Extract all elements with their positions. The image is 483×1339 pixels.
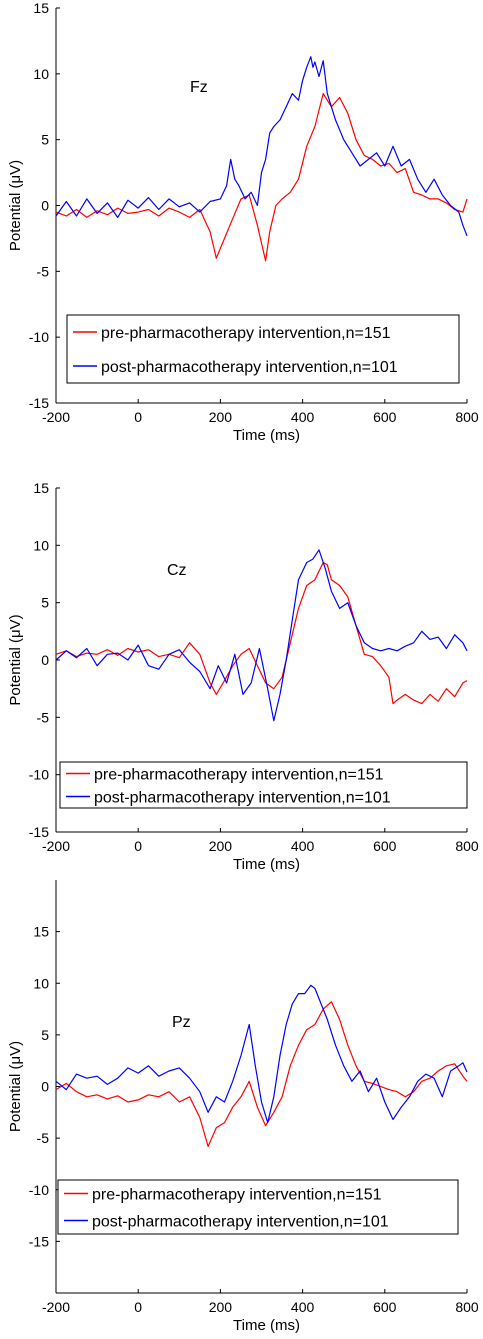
x-tick-label: 800 [455, 1299, 479, 1315]
series-line-post [55, 984, 468, 1124]
x-axis-label: Time (ms) [233, 1317, 300, 1334]
y-tick-label: -5 [37, 263, 50, 279]
x-tick-label: -200 [42, 838, 70, 854]
y-tick-label: -15 [29, 1233, 49, 1249]
legend-entry: pre-pharmacotherapy intervention,n=151 [94, 767, 384, 784]
y-tick-label: 0 [41, 652, 49, 668]
y-axis-label: Potential (μV) [7, 1041, 24, 1132]
series-line-pre [55, 561, 468, 705]
legend-box [57, 1179, 459, 1235]
legend: pre-pharmacotherapy intervention,n=151 po… [57, 1179, 459, 1235]
x-tick-label: 800 [455, 409, 479, 425]
x-tick-label: 400 [291, 409, 315, 425]
panel-fz: -15 -10 -5 0 5 10 15 -200 0 200 400 600 800 Time (ms)… [7, 0, 479, 444]
series-line-pre [55, 1001, 468, 1148]
y-tick-label: 10 [33, 975, 49, 991]
legend-entry: post-pharmacotherapy intervention,n=101 [92, 1214, 389, 1231]
y-tick-label: 10 [33, 537, 49, 553]
y-tick-label: 5 [41, 1027, 49, 1043]
y-tick-label: -15 [29, 395, 49, 411]
x-tick-label: 200 [209, 409, 233, 425]
series-line-post [55, 549, 468, 722]
series-line-post [55, 56, 468, 237]
legend-entry: pre-pharmacotherapy intervention,n=151 [101, 325, 391, 342]
y-tick-label: 5 [41, 595, 49, 611]
x-tick-label: -200 [42, 409, 70, 425]
channel-label: Fz [190, 79, 208, 96]
x-tick-label: 600 [373, 1299, 397, 1315]
y-tick-label: -5 [37, 1130, 50, 1146]
legend-entry: post-pharmacotherapy intervention,n=101 [101, 359, 398, 376]
x-tick-label: 0 [134, 409, 142, 425]
y-tick-label: 10 [33, 66, 49, 82]
y-tick-label: 15 [33, 480, 49, 496]
y-tick-label: -15 [29, 824, 49, 840]
x-axis-label: Time (ms) [233, 427, 300, 444]
legend-entry: post-pharmacotherapy intervention,n=101 [94, 790, 391, 807]
y-tick-label: -10 [29, 767, 49, 783]
x-tick-label: 0 [134, 838, 142, 854]
x-tick-label: 400 [291, 1299, 315, 1315]
series-line-pre [55, 92, 468, 262]
x-tick-label: 200 [209, 838, 233, 854]
legend-entry: pre-pharmacotherapy intervention,n=151 [92, 1187, 382, 1204]
y-tick-label: 15 [33, 0, 49, 16]
y-tick-label: 0 [41, 1079, 49, 1095]
x-tick-label: 200 [209, 1299, 233, 1315]
y-tick-label: 0 [41, 198, 49, 214]
panel-pz: -15 -10 -5 0 5 10 15 -200 0 200 400 600 800 Time (ms)… [7, 880, 479, 1334]
y-tick-label: 15 [33, 924, 49, 940]
channel-label: Cz [167, 562, 187, 579]
y-tick-label: -10 [29, 1182, 49, 1198]
y-axis-label: Potential (μV) [7, 614, 24, 705]
x-tick-label: -200 [42, 1299, 70, 1315]
x-tick-label: 600 [373, 409, 397, 425]
y-tick-label: 5 [41, 132, 49, 148]
legend-box [66, 314, 460, 384]
x-tick-label: 0 [134, 1299, 142, 1315]
x-axis-label: Time (ms) [233, 856, 300, 873]
legend: pre-pharmacotherapy intervention,n=151 po… [59, 761, 468, 809]
channel-label: Pz [172, 1014, 191, 1031]
y-axis-label: Potential (μV) [7, 160, 24, 251]
x-tick-label: 800 [455, 838, 479, 854]
legend-box [59, 761, 468, 809]
panel-cz: -15 -10 -5 0 5 10 15 -200 0 200 400 600 800 Time (ms)… [7, 480, 479, 873]
x-tick-label: 400 [291, 838, 315, 854]
legend: pre-pharmacotherapy intervention,n=151 po… [66, 314, 460, 384]
y-tick-label: -10 [29, 329, 49, 345]
y-tick-label: -5 [37, 709, 50, 725]
x-tick-label: 600 [373, 838, 397, 854]
